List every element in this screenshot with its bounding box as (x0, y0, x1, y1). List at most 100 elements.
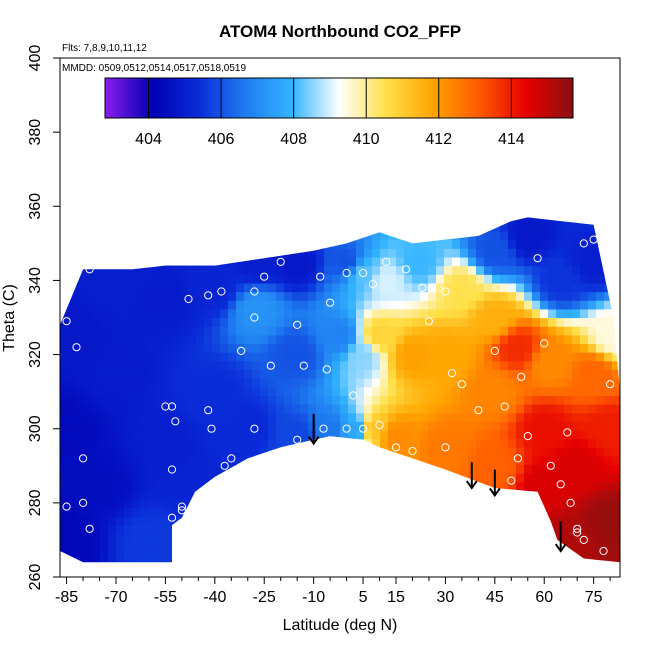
field-cell (388, 542, 397, 552)
field-cell (140, 533, 149, 543)
field-cell (340, 360, 349, 370)
field-cell (500, 291, 509, 301)
field-cell (612, 421, 620, 431)
field-cell (292, 490, 301, 500)
field-cell (588, 282, 597, 293)
field-cell (116, 196, 125, 205)
field-cell (132, 300, 141, 310)
field-cell (124, 145, 133, 154)
field-cell (484, 188, 493, 197)
field-cell (124, 222, 133, 232)
field-cell (588, 404, 597, 414)
field-cell (284, 119, 293, 128)
field-cell (412, 438, 421, 448)
field-cell (508, 170, 517, 179)
field-cell (228, 464, 237, 474)
field-cell (100, 222, 109, 232)
field-cell (540, 395, 549, 405)
field-cell (156, 533, 165, 543)
field-cell (372, 265, 381, 275)
field-cell (236, 499, 245, 509)
field-cell (132, 421, 141, 431)
field-cell (428, 421, 437, 431)
field-cell (580, 317, 589, 327)
field-cell (292, 395, 301, 405)
field-cell (132, 231, 141, 241)
field-cell (572, 455, 581, 466)
field-cell (380, 516, 389, 526)
field-cell (588, 110, 597, 119)
field-cell (380, 153, 389, 162)
field-cell (220, 404, 229, 414)
field-cell (308, 265, 317, 275)
field-cell (564, 507, 573, 518)
field-cell (556, 326, 565, 336)
field-cell (460, 217, 469, 223)
field-cell (556, 196, 565, 205)
field-cell (388, 369, 397, 379)
field-cell (588, 101, 597, 110)
field-cell (540, 162, 549, 171)
field-cell (68, 464, 77, 474)
field-cell (524, 127, 533, 136)
field-cell (84, 145, 93, 154)
field-cell (188, 438, 197, 448)
field-cell (132, 447, 141, 457)
field-cell (580, 217, 589, 223)
field-cell (220, 447, 229, 457)
field-cell (428, 222, 437, 232)
field-cell (524, 300, 533, 310)
field-cell (156, 162, 165, 171)
field-cell (132, 196, 141, 205)
field-cell (140, 369, 149, 379)
field-cell (196, 188, 205, 197)
field-cell (348, 119, 357, 128)
field-cell (308, 369, 317, 379)
field-cell (60, 412, 69, 422)
field-cell (436, 404, 445, 414)
field-cell (220, 533, 229, 543)
field-cell (244, 386, 253, 396)
field-cell (148, 490, 157, 500)
field-cell (500, 188, 509, 197)
field-cell (468, 490, 477, 500)
field-cell (68, 196, 77, 205)
field-cell (220, 429, 229, 440)
field-cell (516, 464, 525, 474)
field-cell (540, 525, 549, 535)
field-cell (252, 282, 261, 293)
field-cell (532, 507, 541, 518)
field-cell (340, 395, 349, 405)
field-cell (116, 352, 125, 362)
field-cell (316, 533, 325, 543)
field-cell (252, 343, 261, 353)
field-cell (68, 170, 77, 179)
field-cell (460, 205, 469, 214)
field-cell (228, 559, 237, 563)
field-cell (212, 542, 221, 552)
field-cell (84, 205, 93, 214)
field-cell (436, 119, 445, 128)
field-cell (172, 343, 181, 353)
arrow-marker (489, 469, 501, 498)
field-cell (524, 291, 533, 301)
field-cell (372, 67, 381, 76)
field-cell (292, 533, 301, 543)
field-cell (588, 551, 597, 561)
x-tick-label: -40 (203, 589, 226, 606)
field-cell (596, 205, 605, 214)
field-cell (212, 308, 221, 319)
field-cell (612, 101, 621, 110)
field-cell (292, 499, 301, 509)
field-cell (244, 162, 253, 171)
field-cell (60, 93, 69, 102)
field-cell (484, 58, 493, 67)
field-cell (292, 421, 301, 431)
field-cell (308, 404, 317, 414)
field-cell (612, 464, 620, 474)
field-cell (132, 507, 141, 518)
field-cell (396, 568, 405, 577)
field-cell (508, 188, 517, 197)
field-cell (252, 490, 261, 500)
field-cell (260, 300, 269, 310)
